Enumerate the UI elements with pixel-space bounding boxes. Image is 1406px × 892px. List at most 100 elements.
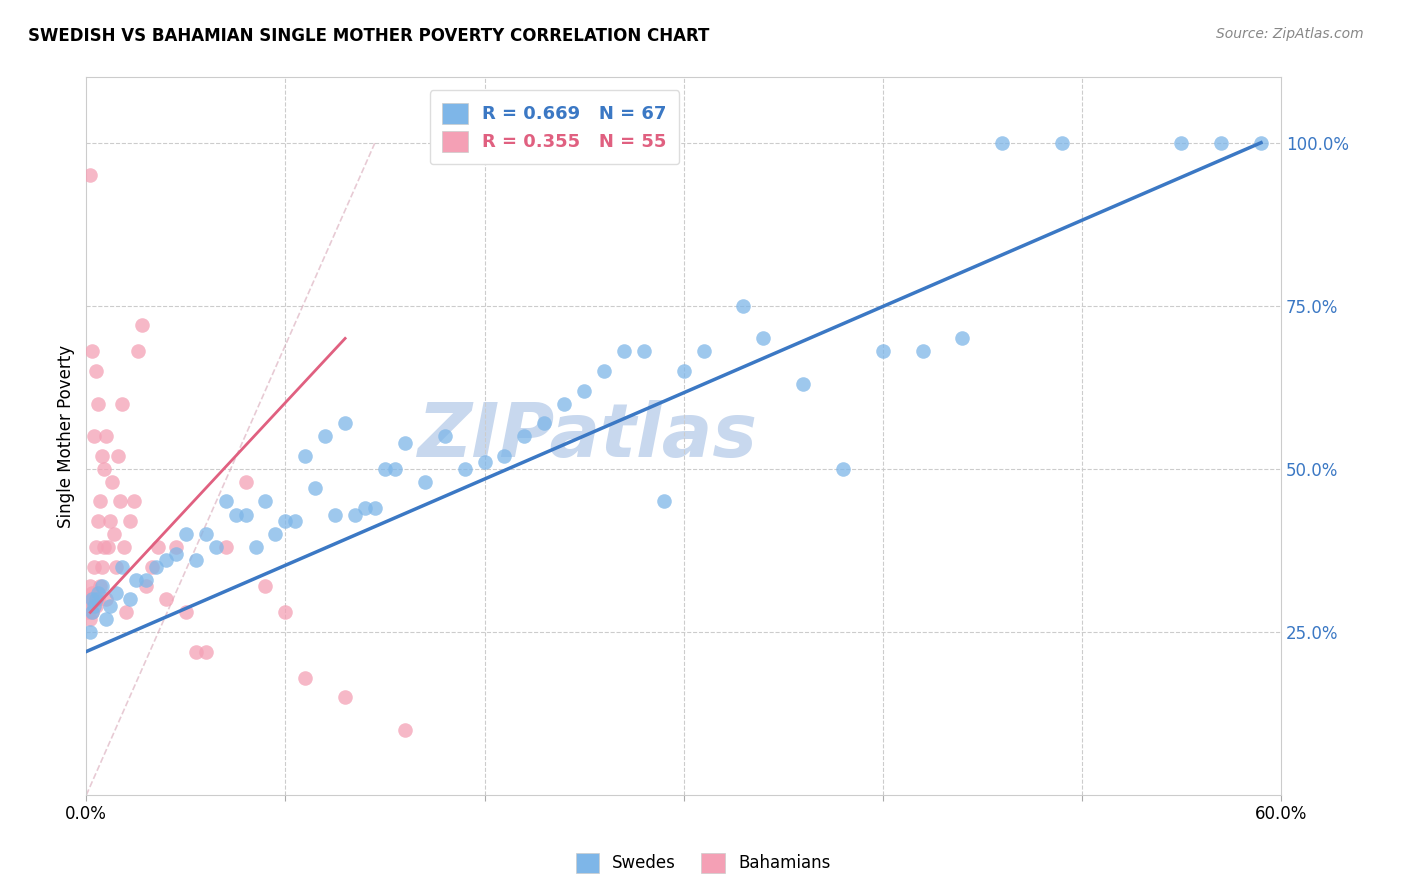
Point	[1211, 136, 1233, 150]
Point	[105, 559, 128, 574]
Point	[141, 559, 163, 574]
Point	[84, 592, 107, 607]
Point	[323, 508, 346, 522]
Point	[97, 540, 120, 554]
Point	[98, 514, 121, 528]
Point	[96, 612, 118, 626]
Point	[155, 592, 177, 607]
Point	[245, 540, 267, 554]
Point	[314, 429, 336, 443]
Point	[274, 514, 297, 528]
Point	[950, 331, 973, 345]
Point	[384, 462, 406, 476]
Point	[235, 475, 257, 489]
Point	[174, 606, 197, 620]
Point	[83, 559, 105, 574]
Point	[96, 592, 118, 607]
Y-axis label: Single Mother Poverty: Single Mother Poverty	[58, 344, 75, 528]
Point	[83, 599, 105, 613]
Point	[165, 547, 187, 561]
Legend: R = 0.669   N = 67, R = 0.355   N = 55: R = 0.669 N = 67, R = 0.355 N = 55	[430, 90, 679, 164]
Point	[89, 494, 111, 508]
Point	[111, 397, 134, 411]
Point	[131, 318, 153, 333]
Point	[135, 579, 157, 593]
Point	[672, 364, 695, 378]
Point	[354, 501, 377, 516]
Point	[533, 416, 555, 430]
Point	[111, 559, 134, 574]
Point	[82, 606, 104, 620]
Point	[294, 671, 316, 685]
Point	[333, 416, 356, 430]
Point	[364, 501, 387, 516]
Point	[433, 429, 456, 443]
Point	[184, 553, 207, 567]
Point	[87, 586, 110, 600]
Point	[194, 644, 217, 658]
Point	[77, 606, 100, 620]
Point	[98, 599, 121, 613]
Point	[79, 169, 101, 183]
Point	[79, 624, 101, 639]
Point	[82, 344, 104, 359]
Point	[413, 475, 436, 489]
Point	[294, 449, 316, 463]
Point	[79, 579, 101, 593]
Point	[84, 599, 107, 613]
Point	[165, 540, 187, 554]
Point	[752, 331, 775, 345]
Point	[174, 527, 197, 541]
Point	[155, 553, 177, 567]
Point	[120, 514, 142, 528]
Point	[344, 508, 367, 522]
Text: Source: ZipAtlas.com: Source: ZipAtlas.com	[1216, 27, 1364, 41]
Point	[79, 612, 101, 626]
Point	[101, 475, 124, 489]
Text: SWEDISH VS BAHAMIAN SINGLE MOTHER POVERTY CORRELATION CHART: SWEDISH VS BAHAMIAN SINGLE MOTHER POVERT…	[28, 27, 710, 45]
Point	[374, 462, 396, 476]
Point	[513, 429, 536, 443]
Point	[91, 559, 114, 574]
Point	[204, 540, 226, 554]
Point	[633, 344, 655, 359]
Point	[83, 592, 105, 607]
Point	[1050, 136, 1073, 150]
Point	[215, 540, 238, 554]
Point	[93, 540, 115, 554]
Point	[82, 586, 104, 600]
Point	[146, 540, 169, 554]
Point	[135, 573, 157, 587]
Point	[91, 579, 114, 593]
Point	[115, 606, 138, 620]
Point	[652, 494, 675, 508]
Point	[553, 397, 575, 411]
Point	[125, 573, 148, 587]
Point	[911, 344, 934, 359]
Point	[453, 462, 475, 476]
Point	[145, 559, 167, 574]
Point	[87, 592, 110, 607]
Point	[84, 364, 107, 378]
Point	[89, 579, 111, 593]
Point	[84, 540, 107, 554]
Point	[394, 723, 416, 737]
Legend: Swedes, Bahamians: Swedes, Bahamians	[569, 847, 837, 880]
Point	[112, 540, 135, 554]
Point	[304, 482, 326, 496]
Point	[692, 344, 714, 359]
Point	[77, 592, 100, 607]
Point	[792, 377, 814, 392]
Point	[83, 429, 105, 443]
Point	[82, 592, 104, 607]
Point	[254, 579, 277, 593]
Text: ZIPatlas: ZIPatlas	[418, 400, 758, 473]
Point	[872, 344, 894, 359]
Point	[103, 527, 125, 541]
Point	[105, 586, 128, 600]
Point	[494, 449, 516, 463]
Point	[87, 397, 110, 411]
Point	[82, 606, 104, 620]
Point	[1250, 136, 1272, 150]
Point	[284, 514, 307, 528]
